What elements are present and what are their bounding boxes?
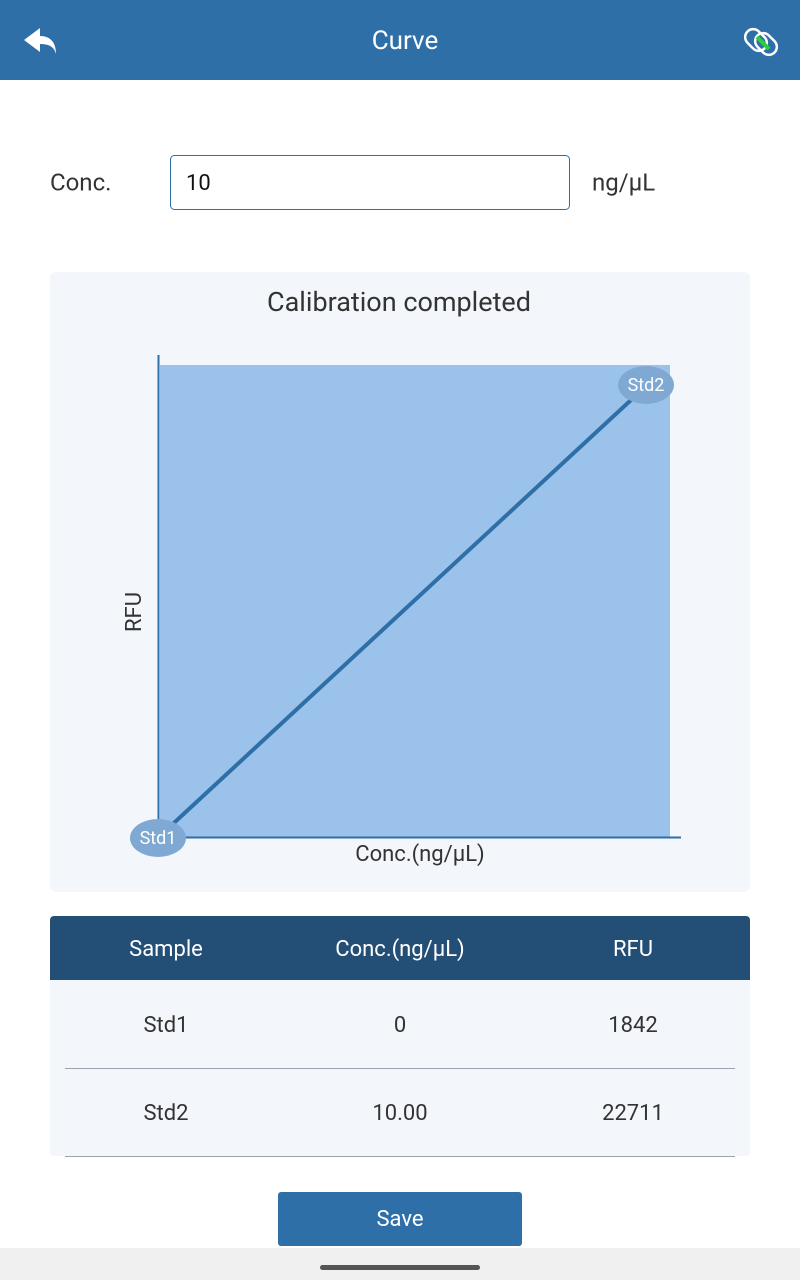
link-icon [753,31,779,57]
home-indicator[interactable] [320,1265,480,1270]
header-bar [0,0,800,80]
link-button[interactable] [742,26,780,58]
table-cell: 1842 [608,1013,657,1038]
conc-input[interactable] [170,155,570,210]
table-cell: Std1 [143,1013,188,1038]
conc-unit: ng/μL [592,168,655,196]
point-label: Std1 [140,828,177,849]
chart-title: Calibration completed [267,286,531,318]
column-header: RFU [613,937,653,962]
table-header [50,916,750,980]
point-marker [130,819,186,857]
table-cell: 0 [394,1013,406,1038]
point-marker [618,366,674,404]
back-button[interactable] [24,28,56,54]
point-label: Std2 [628,375,665,396]
calibration-line [160,386,646,836]
table-cell: Std2 [143,1101,188,1126]
link-status [755,35,771,51]
conc-input-value: 10 [186,171,211,196]
column-header: Sample [129,937,203,962]
save-button-label: Save [376,1207,423,1232]
header-title: Curve [372,26,439,56]
table-cell: 22711 [602,1101,664,1126]
nav-bar [0,1248,800,1280]
conc-label: Conc. [50,168,111,196]
back-icon [24,28,56,54]
y-axis-label: RFU [122,592,147,632]
x-axis-label: Conc.(ng/μL) [355,842,484,867]
save-button[interactable] [278,1192,522,1246]
table-cell: 10.00 [372,1101,427,1126]
column-header: Conc.(ng/μL) [335,937,464,962]
